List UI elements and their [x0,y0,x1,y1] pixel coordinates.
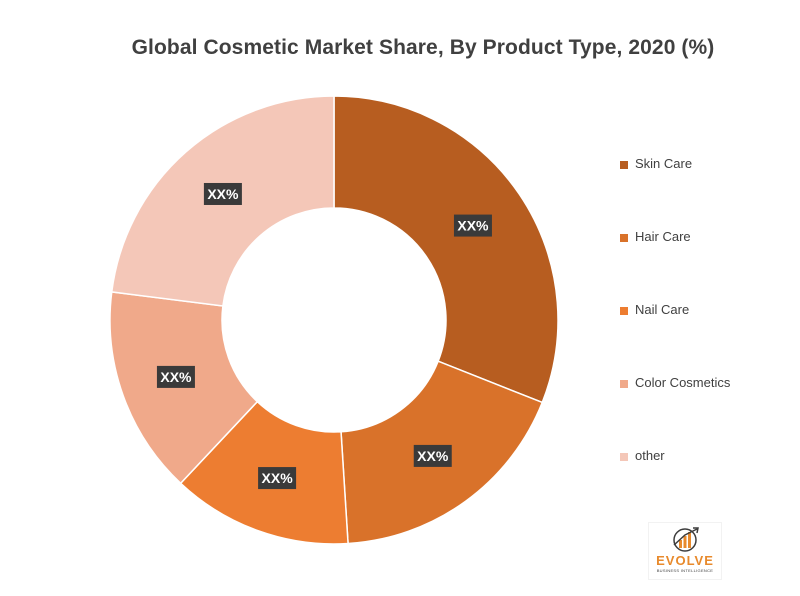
legend-swatch-skin-care [620,161,628,169]
legend-item-other: other [620,448,730,521]
legend-swatch-other [620,453,628,461]
data-label-other: XX% [203,182,242,205]
legend-label-other: other [635,448,665,463]
data-label-box [453,214,492,237]
legend-item-nail-care: Nail Care [620,302,730,375]
legend-item-skin-care: Skin Care [620,156,730,229]
slice-skin-care [333,95,559,404]
data-label-text: XX% [417,448,449,464]
data-label-text: XX% [457,218,489,234]
legend-swatch-color-cosmetics [620,380,628,388]
chart-title: Global Cosmetic Market Share, By Product… [131,36,715,59]
legend-item-color-cosmetics: Color Cosmetics [620,375,730,448]
data-label-color-cosmetics: XX% [156,365,195,388]
legend-label-nail-care: Nail Care [635,302,690,317]
data-label-text: XX% [207,186,239,202]
legend-label-color-cosmetics: Color Cosmetics [635,375,731,390]
data-label-box [203,182,242,205]
logo-tagline: BUSINESS INTELLIGENCE [656,568,714,573]
legend-label-hair-care: Hair Care [635,229,691,244]
bar-chart-logo-icon [673,527,699,552]
data-label-text: XX% [262,470,294,486]
data-label-text: XX% [160,369,192,385]
evolve-logo: EVOLVE BUSINESS INTELLIGENCE [648,522,722,580]
legend-item-hair-care: Hair Care [620,229,730,302]
data-label-hair-care: XX% [413,444,452,467]
data-label-nail-care: XX% [258,467,297,490]
data-label-box [258,467,297,490]
legend-label-skin-care: Skin Care [635,156,693,171]
data-label-skin-care: XX% [453,214,492,237]
data-label-box [156,365,195,388]
logo-wordmark: EVOLVE [656,553,714,568]
data-label-box [413,444,452,467]
legend-swatch-hair-care [620,234,628,242]
legend-swatch-nail-care [620,307,628,315]
chart-legend: Skin Care Hair Care Nail Care Color Cosm… [620,156,730,521]
